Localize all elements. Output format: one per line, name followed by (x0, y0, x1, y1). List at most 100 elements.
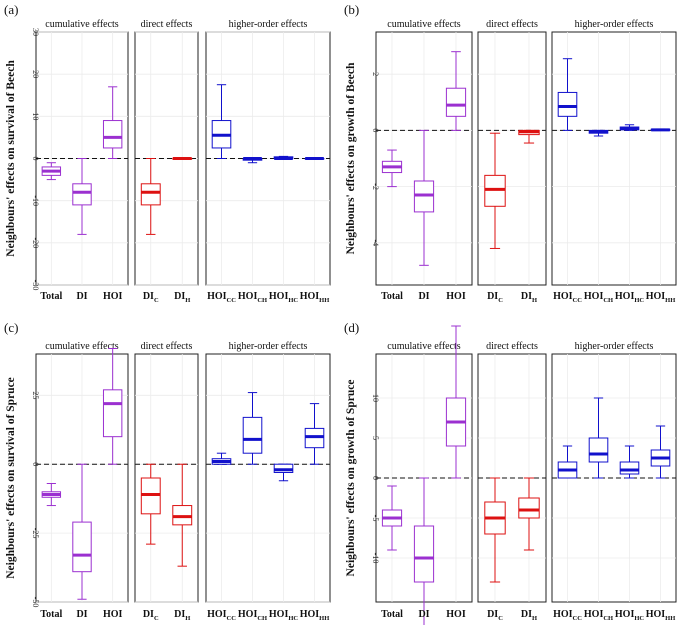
y-tick-label: 0 (371, 476, 380, 480)
boxplot-DI-H (518, 129, 540, 144)
facet-title: direct effects (141, 19, 193, 30)
boxplot-HOI (102, 86, 123, 159)
x-tick-label: HOIHC (615, 609, 645, 622)
x-tick-label: DI (418, 291, 429, 302)
boxplot-HOI-CC (211, 452, 232, 465)
boxplot-DI-C (140, 463, 161, 545)
facet-title: cumulative effects (45, 19, 119, 30)
x-tick-subscript: CH (257, 297, 267, 304)
x-tick-label: HOI (446, 291, 466, 302)
facet-strip (478, 338, 546, 354)
x-tick-label: DIC (487, 291, 503, 304)
boxplot-DI-C (140, 158, 161, 235)
boxplot-HOI-HC (619, 445, 640, 479)
y-tick-label: -5 (371, 515, 380, 522)
facet-direct-effects: direct effects DIC DIH (134, 338, 199, 622)
x-tick-label: HOIHH (646, 291, 676, 304)
facet-strip (206, 338, 330, 354)
y-tick-label: 5 (371, 436, 380, 440)
y-tick-label: 10 (371, 394, 380, 402)
x-tick-subscript: CH (603, 297, 613, 304)
x-tick-label: HOI (446, 609, 466, 620)
x-tick-subscript: CC (227, 615, 237, 622)
facet-higher-order-effects: higher-order effects HOICC HOICH HOIHC HOIHH (205, 16, 331, 304)
facet-strip (36, 16, 128, 32)
x-tick-subscript: CH (603, 615, 613, 622)
facet-title: higher-order effects (229, 341, 308, 352)
x-tick-subscript: HH (665, 297, 675, 304)
y-tick-label: -30 (31, 280, 40, 291)
y-tick-label: -50 (31, 597, 40, 608)
x-tick-subscript: H (532, 297, 537, 304)
panel-label: (b) (344, 2, 359, 17)
y-axis-label: Neighbours' effects on growth of Beech (345, 62, 357, 254)
facet-title: cumulative effects (387, 341, 461, 352)
x-tick-label: DI (76, 291, 87, 302)
panel-b: (b) Neighbours' effects on growth of Beec… (344, 2, 677, 304)
y-tick-label: 0 (31, 157, 40, 161)
facet-title: direct effects (486, 341, 538, 352)
y-axis-label: Neighbours' effects on growth of Spruce (345, 380, 357, 577)
boxplot-DI-C (484, 477, 506, 583)
facet-strip (206, 16, 330, 32)
x-tick-label: DIH (521, 291, 537, 304)
x-tick-label: HOICC (207, 291, 236, 304)
boxplot-Total (381, 149, 403, 188)
boxplot-HOI-HH (650, 128, 671, 132)
y-tick-label: -10 (31, 195, 40, 206)
y-tick-label: -2 (371, 183, 380, 190)
boxplot-HOI-HH (650, 425, 671, 479)
boxplot-HOI-CH (588, 397, 609, 479)
panel-c: (c) Neighbours' effects on survival of Sp… (4, 320, 331, 622)
box-iqr (102, 389, 123, 438)
x-tick-label: DI (76, 609, 87, 620)
y-tick-label: 10 (31, 112, 40, 120)
x-tick-label: HOICH (238, 609, 267, 622)
boxplot-HOI-CC (557, 58, 578, 131)
panel-d: (d) Neighbours' effects on growth of Spru… (344, 320, 677, 625)
x-tick-label: HOIHH (646, 609, 676, 622)
boxplot-HOI-CH (242, 157, 263, 164)
y-tick-label: -25 (31, 528, 40, 539)
x-tick-subscript: H (532, 615, 537, 622)
facet-direct-effects: direct effects DIC DIH (477, 16, 547, 304)
x-tick-subscript: HC (634, 297, 644, 304)
x-tick-subscript: HH (665, 615, 675, 622)
x-tick-label: HOICH (584, 291, 613, 304)
x-tick-label: DI (418, 609, 429, 620)
box-iqr (72, 521, 92, 573)
y-tick-label: 25 (31, 391, 40, 399)
x-tick-subscript: CC (573, 297, 583, 304)
y-axis-label: Neighbours' effects on survival of Spruc… (5, 377, 17, 579)
x-tick-subscript: HH (319, 297, 329, 304)
facet-cumulative-effects: cumulative effects Total DI HOI -4 -2 0 2 (371, 16, 473, 302)
boxplot-HOI-HC (273, 155, 294, 160)
facet-title: direct effects (486, 19, 538, 30)
x-tick-subscript: H (185, 615, 190, 622)
x-tick-subscript: H (185, 297, 190, 304)
facet-panel (205, 353, 331, 603)
box-iqr (72, 183, 92, 206)
facet-panel (551, 31, 677, 286)
x-tick-label: HOIHH (300, 291, 330, 304)
x-tick-label: Total (381, 609, 403, 620)
facet-panel (477, 31, 547, 286)
box-iqr (242, 416, 263, 454)
boxplot-Total (41, 162, 62, 181)
x-tick-label: HOICC (553, 609, 582, 622)
facet-cumulative-effects: cumulative effects Total DI HOI -50 -25 0 25 (31, 338, 129, 620)
boxplot-Total (381, 485, 403, 551)
facet-cumulative-effects: cumulative effects Total DI HOI -30 -20 -10 0 10… (31, 16, 129, 302)
y-tick-label: 0 (31, 462, 40, 466)
box-iqr (413, 525, 435, 583)
boxplot-HOI (102, 347, 123, 465)
boxplot-HOI-CH (242, 392, 263, 465)
x-tick-label: HOICC (207, 609, 236, 622)
boxplot-HOI-CC (557, 445, 578, 479)
boxplot-HOI-CC (211, 84, 232, 159)
boxplot-HOI-HH (304, 157, 325, 160)
facet-strip (36, 338, 128, 354)
x-tick-label: Total (40, 291, 62, 302)
y-axis-label: Neighbours' effects on survival of Beech (5, 60, 17, 257)
